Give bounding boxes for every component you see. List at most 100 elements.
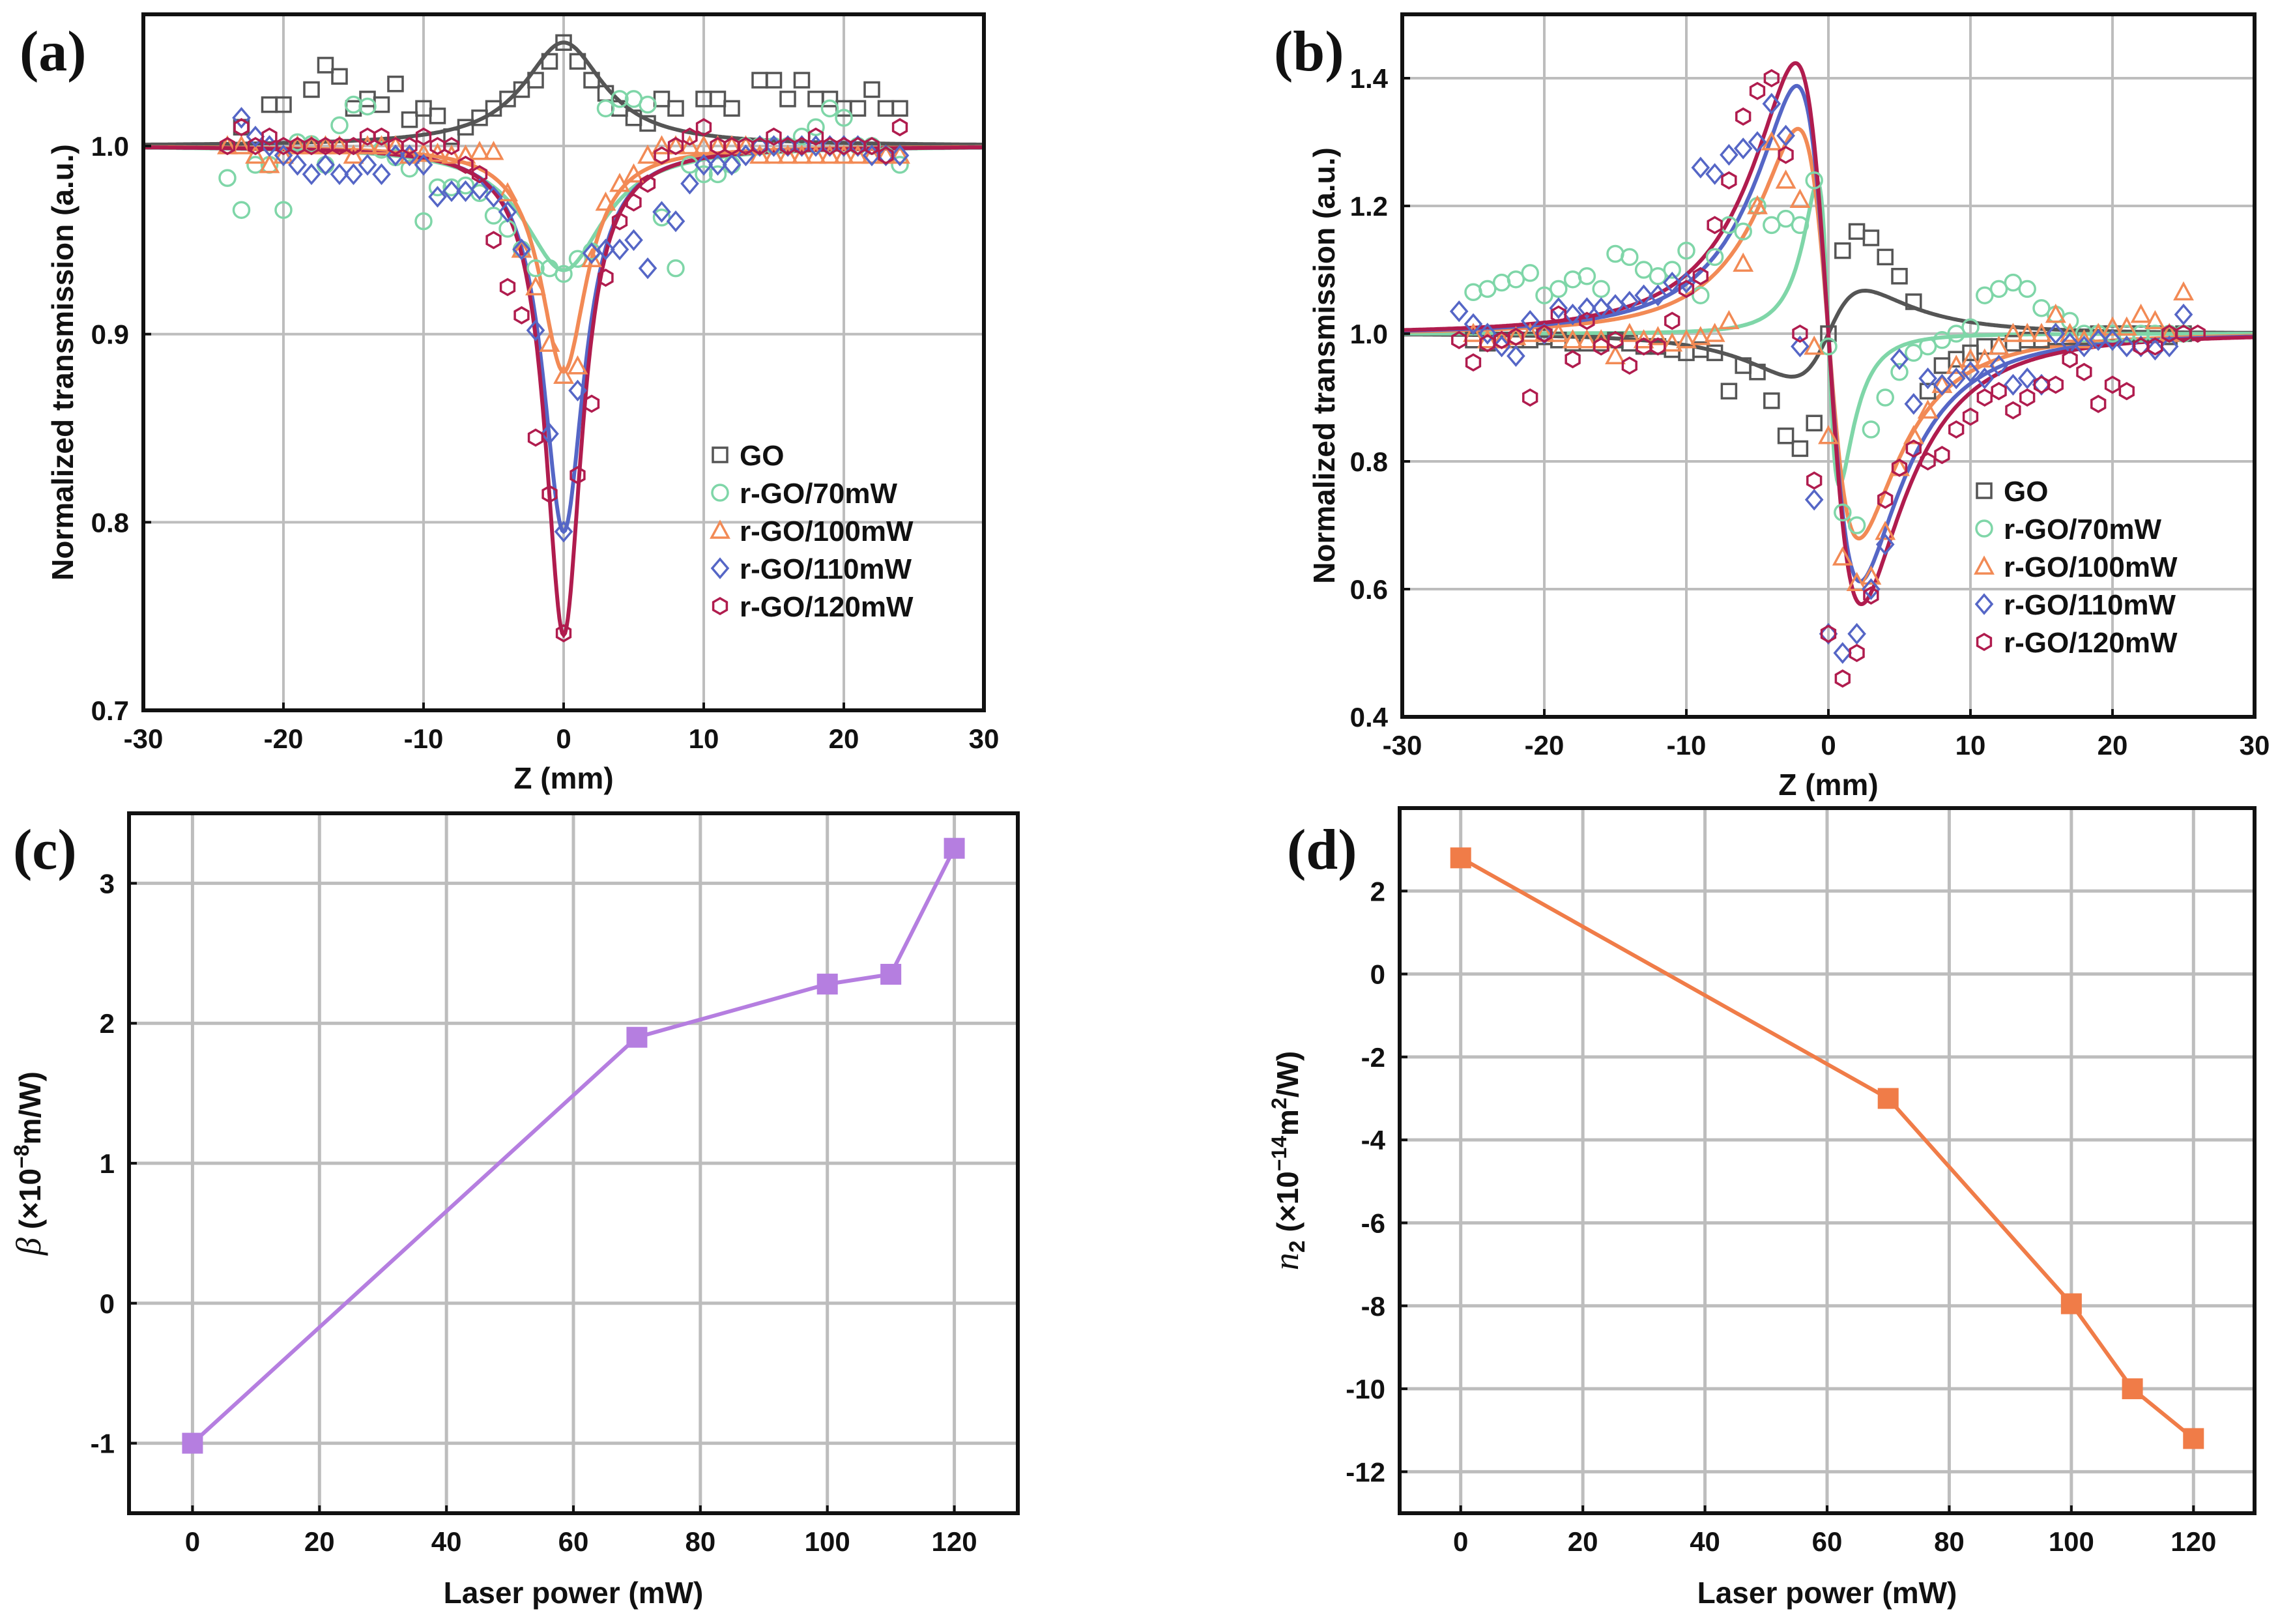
y-axis-title: Normalized transmission (a.u.) <box>1307 147 1341 584</box>
data-point <box>497 182 518 201</box>
data-point <box>1734 222 1752 240</box>
legend-marker <box>1975 519 1993 538</box>
data-point <box>400 159 419 178</box>
data-point <box>1776 124 1795 147</box>
data-point <box>261 127 278 146</box>
data-point <box>2017 367 2037 390</box>
series-r-go-120mw <box>219 118 908 643</box>
data-point <box>890 144 910 167</box>
x-tick-label: 100 <box>805 1526 850 1557</box>
data-point <box>654 146 670 165</box>
data-point <box>414 154 433 176</box>
data-point <box>555 265 573 283</box>
data-point <box>427 142 448 162</box>
data-point <box>457 155 474 174</box>
data-point <box>275 96 292 113</box>
data-point <box>1520 310 1540 332</box>
y-tick-label: -1 <box>91 1428 115 1459</box>
legend-marker <box>1974 593 1994 615</box>
legend-label: r-GO/100mW <box>740 515 914 547</box>
data-point <box>1818 425 1839 444</box>
data-point <box>1592 280 1610 298</box>
data-point <box>863 137 880 156</box>
data-point <box>1862 420 1881 439</box>
data-point <box>499 278 516 297</box>
data-point <box>1820 325 1837 342</box>
data-point <box>484 207 503 225</box>
ticks: 0 20 40 60 80 100 120 -12 -10 -8 -6 -4 -2 0 2 <box>1346 876 2216 1557</box>
data-point <box>273 144 294 164</box>
data-point <box>231 135 252 154</box>
data-point <box>2116 316 2137 336</box>
data-point <box>1933 373 1952 396</box>
data-point <box>2045 303 2066 323</box>
chart-panel-1: GO r-GO/70mW r-GO/100mW r-GO/110mW r-GO/120m… <box>20 12 999 795</box>
data-point <box>1833 642 1853 664</box>
data-point <box>1691 156 1710 179</box>
data-point <box>1960 348 1981 368</box>
data-point <box>182 1432 203 1454</box>
y-axis-unit: m <box>1271 1109 1305 1136</box>
data-point <box>330 163 349 186</box>
data-point <box>1877 248 1894 266</box>
legend-marker <box>1976 632 1993 652</box>
data-point <box>1792 324 1808 343</box>
ticks: -30 -20 -10 0 10 20 30 0.4 0.6 0.8 1.0 1.2 1.4 <box>1350 63 2270 761</box>
y-axis-title: Normalized transmission (a.u.) <box>46 144 79 581</box>
x-tick-label: 80 <box>1934 1526 1965 1557</box>
data-point <box>583 72 600 89</box>
data-point <box>1747 195 1768 214</box>
data-point <box>1536 324 1553 343</box>
data-point <box>2189 324 2206 343</box>
data-point <box>246 156 265 174</box>
data-point <box>807 118 825 136</box>
data-point <box>555 624 572 643</box>
data-point <box>1946 367 1966 390</box>
data-point <box>1649 267 1667 285</box>
data-point <box>357 135 378 154</box>
series-r-go-120mw <box>1451 68 2206 688</box>
x-axis-title: Z (mm) <box>513 761 613 795</box>
data-point <box>1905 293 1922 310</box>
data-point <box>1591 329 1612 349</box>
data-point <box>569 53 586 70</box>
data-point <box>794 137 810 156</box>
data-point <box>1834 669 1851 688</box>
data-point <box>260 135 279 157</box>
x-tick-label: 60 <box>558 1526 589 1557</box>
data-point <box>485 100 502 117</box>
x-tick-label: -30 <box>124 723 164 754</box>
data-point <box>232 107 251 129</box>
data-point <box>1721 171 1737 190</box>
data-point <box>722 154 742 176</box>
x-tick-label: -10 <box>404 723 444 754</box>
legend: GO r-GO/70mW r-GO/100mW r-GO/110mW r-GO/120m… <box>1974 476 2178 659</box>
data-point <box>779 91 796 108</box>
data-point <box>401 111 418 128</box>
y-tick-label: -6 <box>1361 1208 1385 1238</box>
data-point <box>878 146 894 165</box>
data-point <box>1904 393 1924 415</box>
y-axis-unit: m/W) <box>13 1071 47 1144</box>
data-point <box>1563 303 1582 326</box>
data-point <box>2088 329 2108 351</box>
data-point <box>443 128 460 145</box>
data-point <box>1763 216 1781 235</box>
data-point <box>1849 643 1865 663</box>
data-point <box>1974 348 1995 368</box>
data-point <box>2031 323 2052 342</box>
data-point <box>891 156 909 174</box>
data-point <box>442 180 461 203</box>
data-point <box>1846 572 1868 591</box>
data-point <box>1847 622 1866 645</box>
data-point <box>807 91 824 108</box>
data-point <box>1535 286 1553 304</box>
legend-label: r-GO/120mW <box>2004 627 2178 659</box>
series-r-go-110mw <box>1449 93 2193 664</box>
y-axis-title: β (×10−8m/W) <box>9 1071 48 1256</box>
legend-marker <box>710 519 730 539</box>
x-tick-label: -20 <box>264 723 304 754</box>
y-tick-label: -4 <box>1361 1125 1386 1155</box>
x-tick-label: 0 <box>556 723 571 754</box>
data-point <box>777 144 798 164</box>
